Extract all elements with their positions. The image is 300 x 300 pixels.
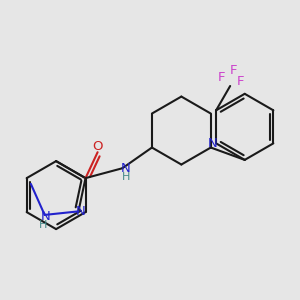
Text: N: N — [121, 162, 131, 175]
Text: F: F — [237, 75, 244, 88]
Text: N: N — [41, 210, 50, 223]
Text: F: F — [218, 71, 225, 84]
Text: N: N — [207, 137, 217, 150]
Text: N: N — [76, 205, 85, 218]
Text: H: H — [122, 172, 130, 182]
Text: H: H — [39, 220, 47, 230]
Text: F: F — [230, 64, 238, 77]
Text: O: O — [92, 140, 103, 153]
